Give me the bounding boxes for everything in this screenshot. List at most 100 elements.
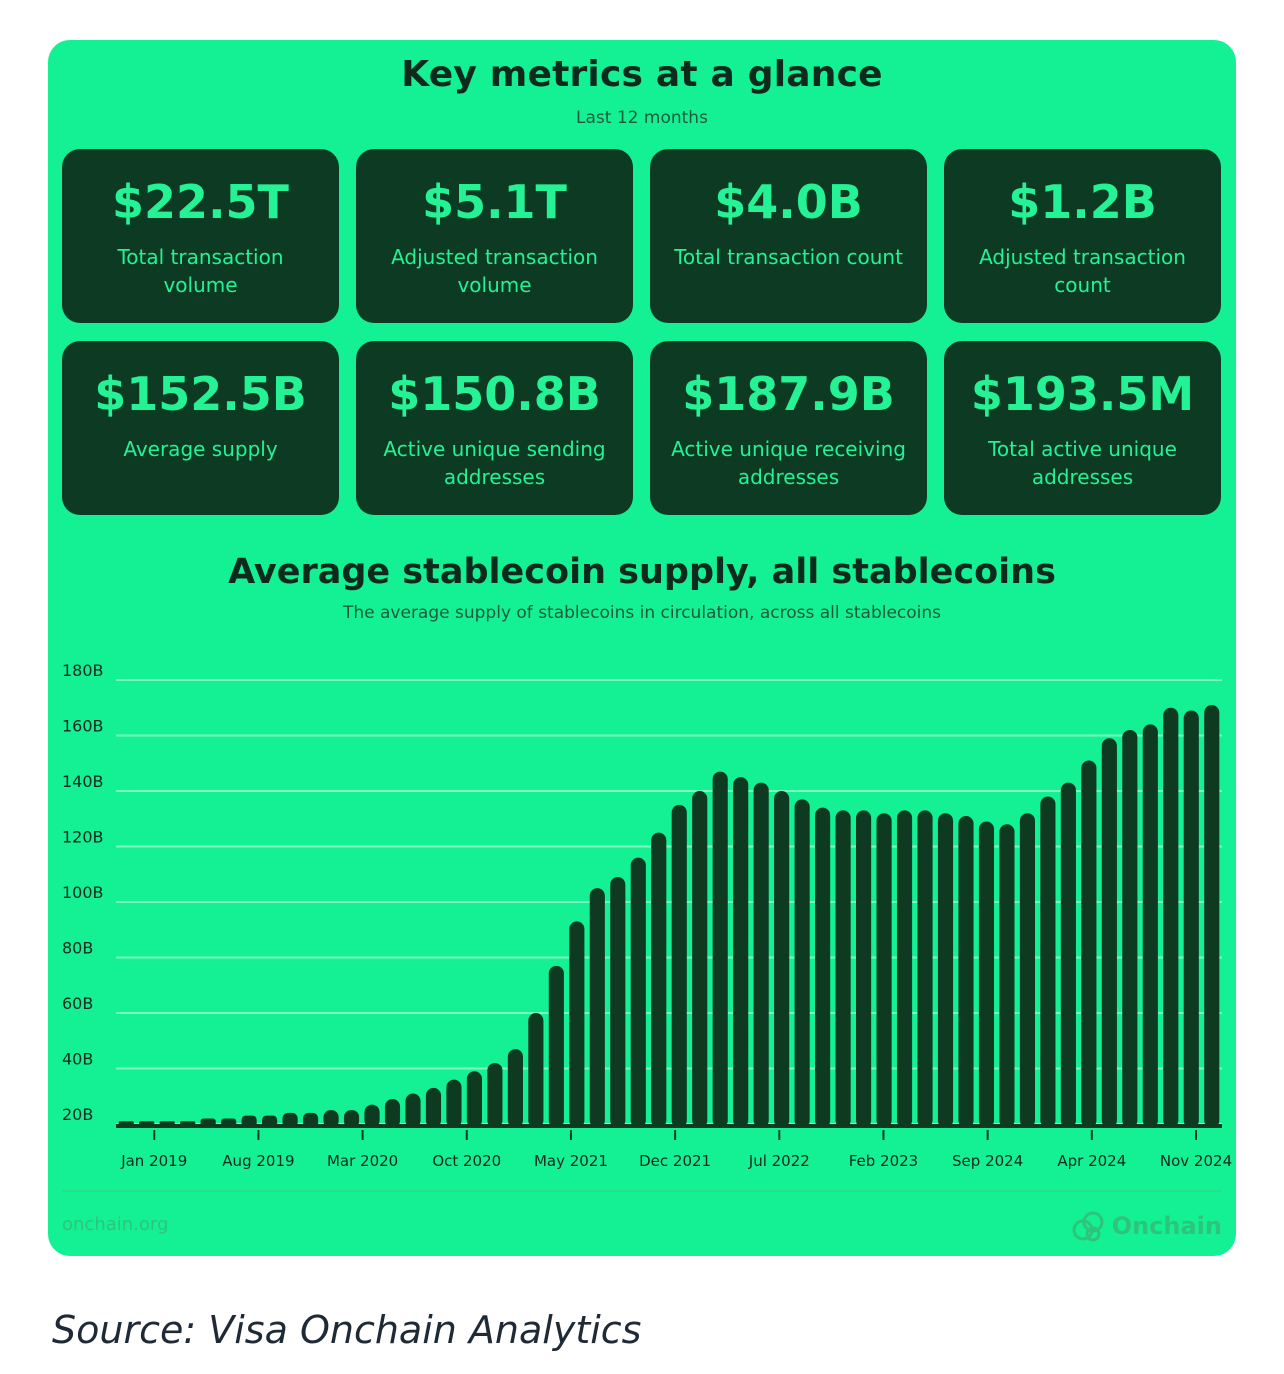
chart-bar (835, 810, 851, 1128)
metric-value: $150.8B (388, 367, 601, 421)
metric-label: Adjusted transaction count (979, 245, 1186, 297)
chart-bar (446, 1079, 462, 1128)
chart-bar (1122, 729, 1138, 1128)
x-tick-label: Nov 2024 (1160, 1152, 1232, 1170)
chart-bar (896, 810, 913, 1128)
chart-bar (1204, 704, 1220, 1128)
y-tick-label: 120B (62, 828, 104, 847)
chart-bar (937, 813, 954, 1128)
chart-bar (712, 771, 728, 1128)
x-tick-label: Oct 2020 (432, 1152, 501, 1170)
chart-bar (815, 807, 831, 1128)
y-tick-label: 160B (62, 717, 104, 736)
x-tick-label: Mar 2020 (327, 1152, 398, 1170)
chart-bar (733, 777, 749, 1128)
metric-label: Total transaction count (674, 245, 903, 269)
y-tick-label: 100B (62, 883, 104, 902)
chart-bar (1081, 760, 1097, 1128)
chart-bar (323, 1110, 339, 1128)
x-tick-label: May 2021 (534, 1152, 608, 1170)
metric-value: $5.1T (422, 175, 567, 229)
y-tick-label: 180B (62, 661, 104, 680)
x-tick-label: Sep 2024 (952, 1152, 1023, 1170)
chart-bar (958, 815, 974, 1128)
chart-bar (610, 877, 626, 1128)
x-tick-label: Jul 2022 (748, 1152, 810, 1170)
chart-bar (774, 791, 790, 1128)
metric-card: $22.5T Total transaction volume (62, 149, 339, 323)
chart-bar (692, 791, 708, 1128)
metric-label: Average supply (123, 437, 278, 461)
chart-bar (384, 1099, 401, 1128)
metric-card: $5.1T Adjusted transaction volume (356, 149, 633, 323)
metric-label: Total active unique addresses (988, 437, 1177, 489)
chart-title: Average stablecoin supply, all stablecoi… (228, 552, 1056, 592)
chart-bar (343, 1110, 360, 1128)
footer-url: onchain.org (62, 1214, 169, 1235)
source-caption: Source: Visa Onchain Analytics (52, 1308, 642, 1352)
chart-bar (507, 1049, 523, 1128)
chart-bar (855, 810, 872, 1128)
y-tick-label: 60B (62, 994, 93, 1013)
chart-bar (528, 1013, 544, 1128)
metric-card: $1.2B Adjusted transaction count (944, 149, 1221, 323)
metric-value: $152.5B (94, 367, 307, 421)
chart-bar (671, 804, 687, 1128)
page-title: Key metrics at a glance (401, 54, 883, 95)
chart-bar (876, 813, 892, 1128)
metric-label: Active unique sending addresses (383, 437, 606, 489)
chart-bar (425, 1087, 442, 1128)
chart-bar (999, 824, 1015, 1128)
chart-bar (405, 1093, 421, 1128)
chart-bar (569, 921, 585, 1128)
chart-subtitle: The average supply of stablecoins in cir… (342, 603, 942, 623)
x-tick-label: Aug 2019 (222, 1152, 294, 1170)
chart-bar (466, 1071, 483, 1128)
metric-value: $1.2B (1008, 175, 1157, 229)
metric-card: $152.5B Average supply (62, 341, 339, 515)
infographic-card: Key metrics at a glance Last 12 months $… (48, 40, 1236, 1256)
footer-brand: Onchain (1070, 1208, 1222, 1244)
x-tick-label: Dec 2021 (639, 1152, 711, 1170)
metric-card: $4.0B Total transaction count (650, 149, 927, 323)
chart-bar (1101, 738, 1117, 1128)
chart-bar (1163, 707, 1179, 1128)
metric-card: $187.9B Active unique receiving addresse… (650, 341, 927, 515)
y-tick-label: 80B (62, 939, 93, 958)
page-subtitle: Last 12 months (576, 108, 708, 128)
chart-bar (364, 1104, 380, 1128)
x-tick-label: Feb 2023 (849, 1152, 919, 1170)
y-tick-label: 20B (62, 1105, 93, 1124)
chart-bar (978, 821, 995, 1128)
bar-chart: 20B 40B 60B 80B 100B 120B 140B 160B 180B Jan 2019… (62, 661, 1232, 1170)
chart-bar (1019, 813, 1036, 1128)
chart-bar (1060, 782, 1076, 1128)
metric-card: $193.5M Total active unique addresses (944, 341, 1221, 515)
metric-value: $22.5T (112, 175, 289, 229)
chart-bar (794, 799, 810, 1128)
metric-value: $187.9B (682, 367, 895, 421)
metric-label: Total transaction volume (117, 245, 284, 297)
metric-label: Active unique receiving addresses (671, 437, 906, 489)
x-tick-label: Apr 2024 (1057, 1152, 1126, 1170)
footer-brand-text: Onchain (1111, 1212, 1222, 1240)
chart-bar (917, 810, 933, 1128)
x-tick-label: Jan 2019 (120, 1152, 187, 1170)
chart-bar (651, 832, 667, 1128)
metric-value: $193.5M (970, 367, 1195, 421)
onchain-logo-icon (1072, 1211, 1104, 1242)
y-tick-label: 140B (62, 772, 104, 791)
y-tick-label: 40B (62, 1050, 93, 1069)
chart-bar (1142, 724, 1158, 1128)
chart-bar (548, 965, 564, 1128)
footer-divider (62, 1190, 1222, 1192)
chart-bar (589, 888, 605, 1128)
chart-bar (753, 782, 769, 1128)
metric-value: $4.0B (714, 175, 863, 229)
metrics-grid: $22.5T Total transaction volume $5.1T Ad… (48, 40, 1236, 1256)
metric-label: Adjusted transaction volume (391, 245, 598, 297)
chart-bar (1183, 710, 1199, 1128)
chart-bar (487, 1062, 503, 1128)
chart-bar (630, 857, 646, 1128)
metric-card: $150.8B Active unique sending addresses (356, 341, 633, 515)
